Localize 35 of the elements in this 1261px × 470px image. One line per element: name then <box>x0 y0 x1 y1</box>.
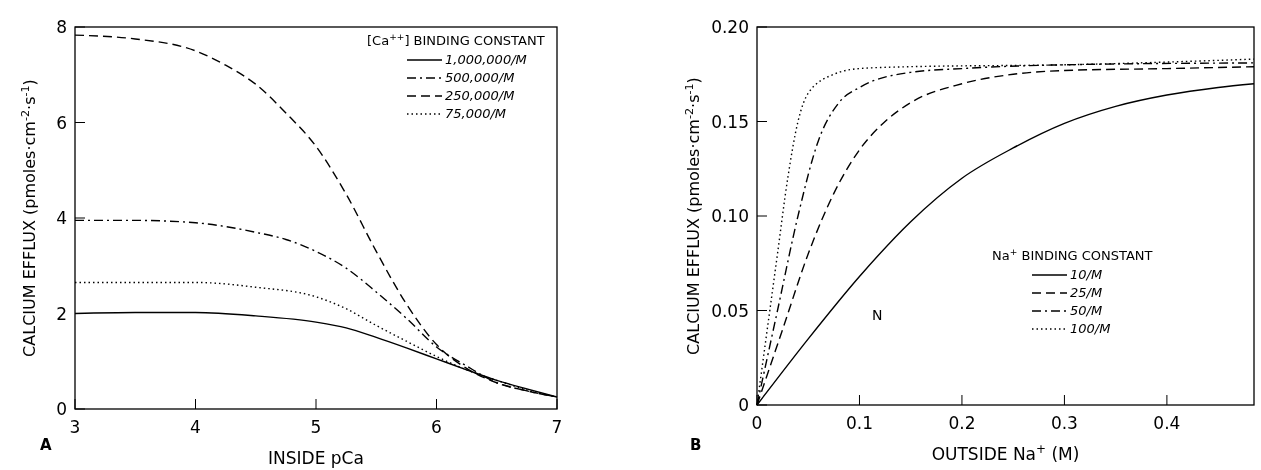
y-tick-label: 4 <box>56 208 67 228</box>
x-axis-title: OUTSIDE Na$^{+}$ (M) <box>931 442 1080 464</box>
x-tick-label: 0.3 <box>1050 413 1078 433</box>
legend-title: Na$^{+}$ BINDING CONSTANT <box>992 247 1153 263</box>
text: A <box>40 436 52 454</box>
legend-label: 50/M <box>1070 303 1103 318</box>
y-tick-label: 0 <box>738 395 749 415</box>
legend-label: 500,000/M <box>445 70 515 85</box>
y-tick-label: 0.20 <box>711 17 749 37</box>
y-tick-label: 0.05 <box>711 300 749 321</box>
text: B <box>690 436 702 454</box>
x-tick-label: 0.1 <box>845 413 873 433</box>
y-tick-label: 2 <box>56 303 67 324</box>
x-tick-label: 0.2 <box>948 413 976 433</box>
y-tick-label: 0 <box>56 399 67 419</box>
legend-label: 10/M <box>1070 267 1103 282</box>
legend-label: 1,000,000/M <box>445 52 527 67</box>
x-tick-label: 0.4 <box>1153 413 1181 433</box>
x-tick-label: 4 <box>190 417 201 437</box>
legend-label: 75,000/M <box>445 106 507 121</box>
x-tick-label: 6 <box>431 417 442 437</box>
y-tick-label: 0.10 <box>711 206 749 226</box>
legend-label: 250,000/M <box>445 88 515 103</box>
legend-label: 100/M <box>1070 321 1111 336</box>
y-tick-label: 6 <box>56 112 67 133</box>
x-tick-label: 5 <box>310 417 322 437</box>
x-tick-label: 3 <box>69 417 81 437</box>
legend-label: 25/M <box>1070 285 1103 300</box>
x-tick-label: 7 <box>551 417 563 437</box>
x-tick-label: 0 <box>751 413 763 433</box>
legend-title: [Ca$^{++}$] BINDING CONSTANT <box>367 32 545 48</box>
x-axis-title: INSIDE pCa <box>268 448 364 468</box>
y-tick-label: 0.15 <box>711 111 749 132</box>
annotation: N <box>872 307 883 323</box>
y-tick-label: 8 <box>56 17 67 37</box>
